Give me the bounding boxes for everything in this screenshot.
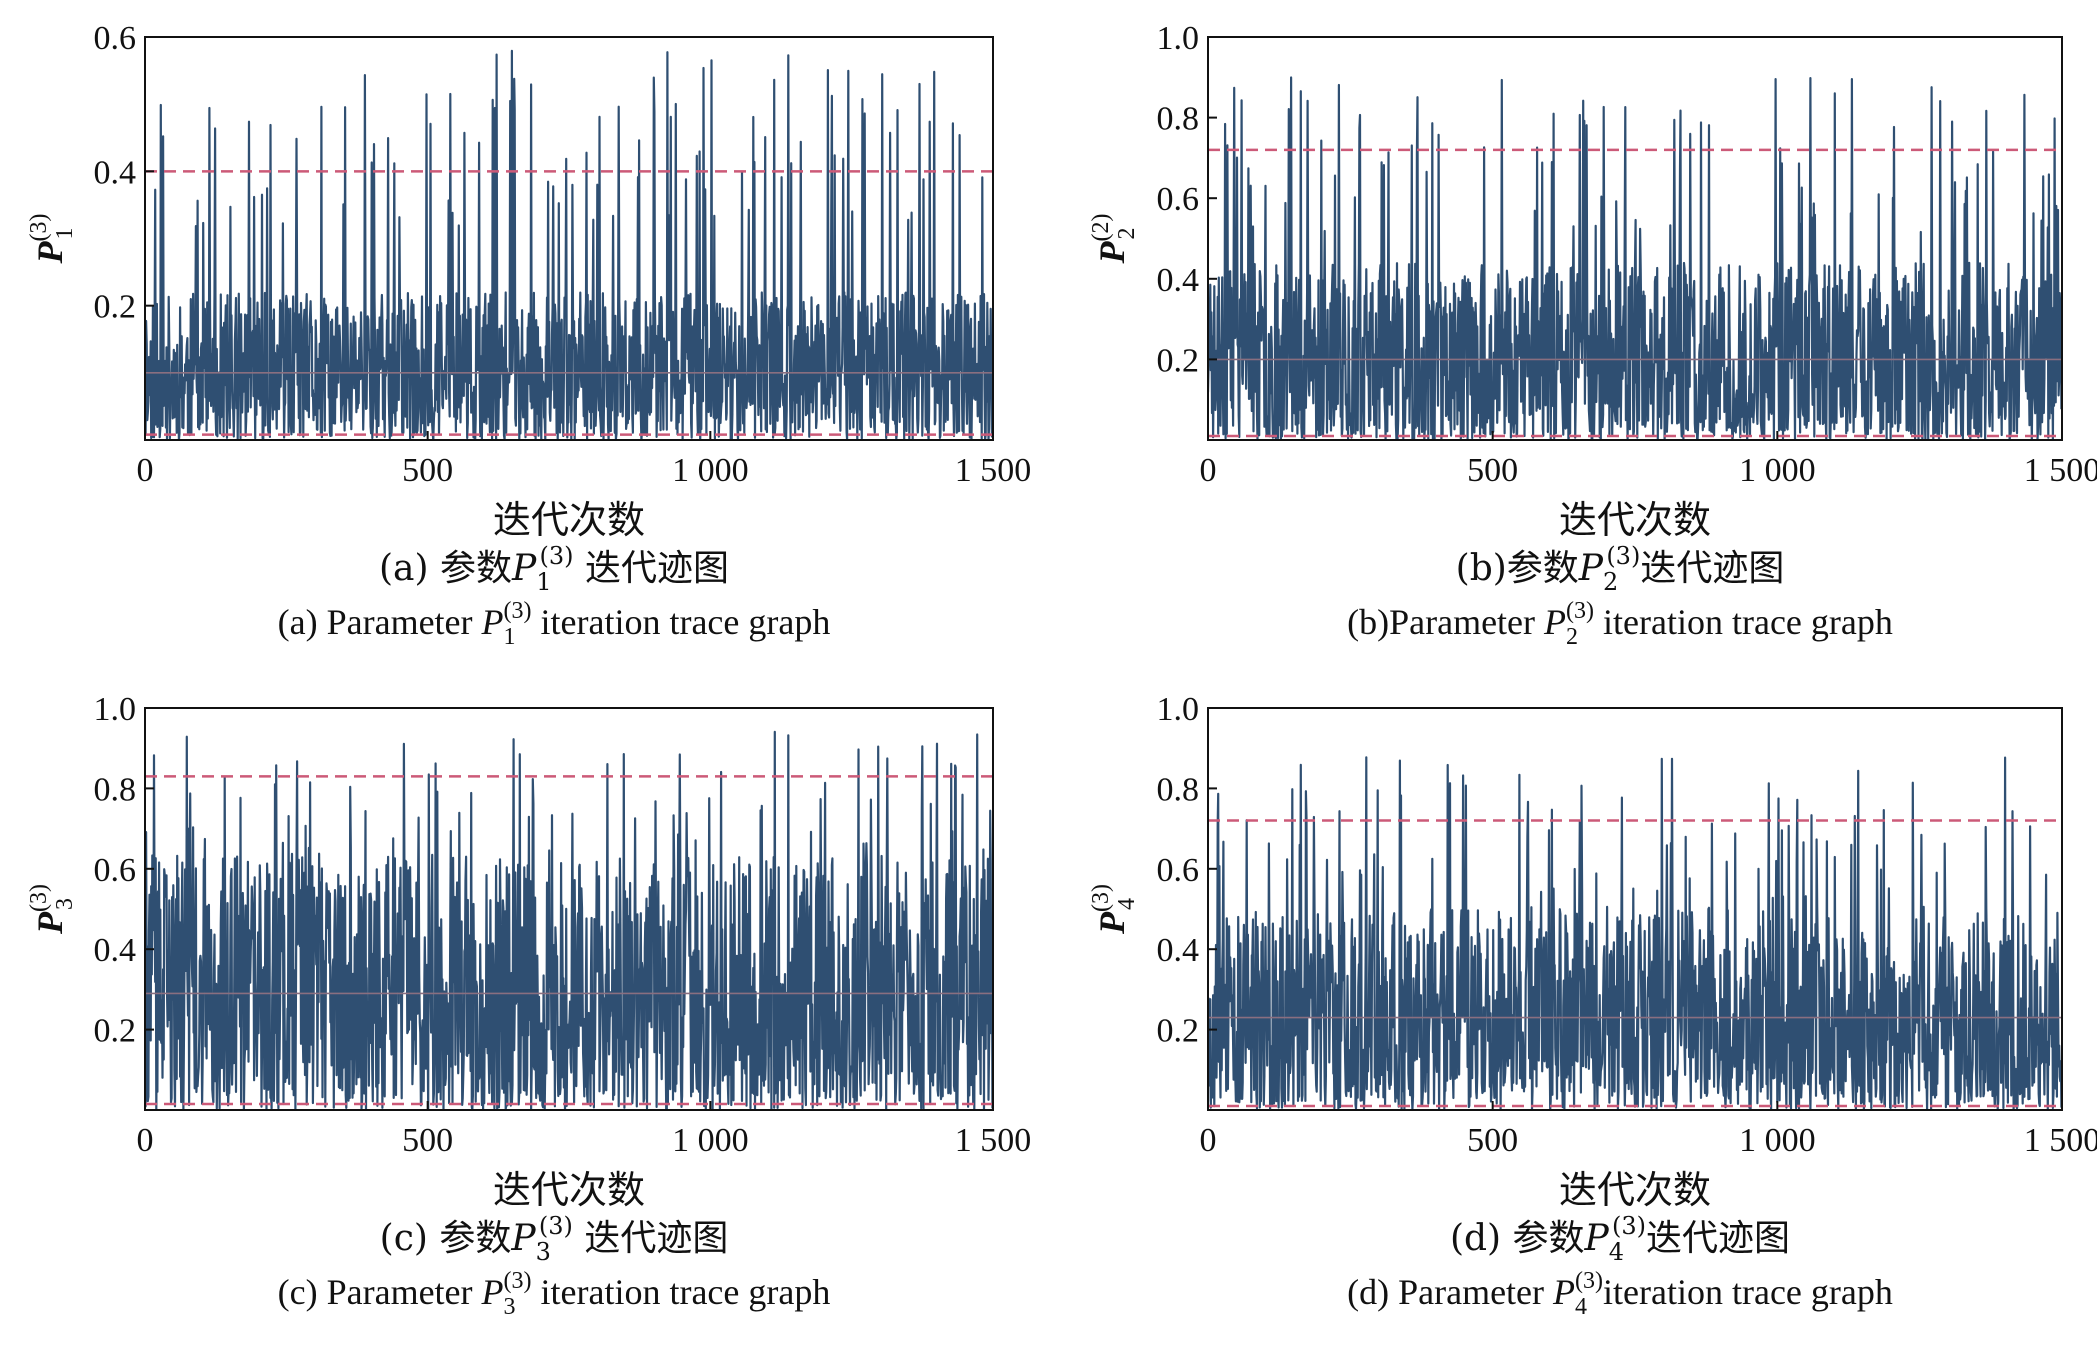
chart-panel-b: 0 500 1 000 1 500 0.2 0.4 0.6 0.8 1.0 迭代次数 P2(2) (b… <box>1088 20 2097 650</box>
y-axis-label-a: P1(3) <box>26 214 78 265</box>
x-tick-label-c-2: 1 000 <box>672 1122 749 1159</box>
caption-zh-b: (b)参数P2(3)迭代迹图 <box>1456 542 1785 596</box>
y-tick-label-a-1: 0.4 <box>94 154 137 191</box>
y-axis-label-d: P4(3) <box>1088 884 1140 935</box>
x-tick-label-d-0: 0 <box>1200 1122 1217 1159</box>
x-tick-label-d-2: 1 000 <box>1739 1122 1816 1159</box>
y-tick-label-d-2: 0.6 <box>1157 852 1200 889</box>
x-tick-label-c-3: 1 500 <box>955 1122 1032 1159</box>
y-tick-label-b-2: 0.6 <box>1157 181 1200 218</box>
y-tick-label-d-3: 0.8 <box>1157 771 1200 808</box>
x-tick-label-b-3: 1 500 <box>2024 452 2097 489</box>
y-tick-label-c-4: 1.0 <box>94 691 137 728</box>
trace-line-b <box>1208 76 2062 440</box>
chart-panel-a: 0 500 1 000 1 500 0.2 0.4 0.6 迭代次数 P1(3) (a) 参数P1… <box>26 20 1031 650</box>
x-tick-label-a-3: 1 500 <box>955 452 1032 489</box>
x-tick-label-b-1: 500 <box>1467 452 1518 489</box>
y-tick-label-b-0: 0.2 <box>1157 342 1200 379</box>
caption-zh-d: (d) 参数P4(3)迭代迹图 <box>1450 1212 1790 1266</box>
y-tick-label-c-2: 0.6 <box>94 852 137 889</box>
trace-line-d <box>1208 756 2062 1110</box>
x-tick-label-d-3: 1 500 <box>2024 1122 2097 1159</box>
y-tick-label-a-0: 0.2 <box>94 289 137 326</box>
x-tick-label-a-0: 0 <box>137 452 154 489</box>
chart-panel-d: 0 500 1 000 1 500 0.2 0.4 0.6 0.8 1.0 迭代次数 P4(3) (d… <box>1088 691 2097 1320</box>
x-tick-label-b-0: 0 <box>1200 452 1217 489</box>
x-tick-label-a-2: 1 000 <box>672 452 749 489</box>
caption-zh-c: (c) 参数P3(3) 迭代迹图 <box>380 1212 729 1266</box>
x-tick-label-b-2: 1 000 <box>1739 452 1816 489</box>
y-tick-label-c-3: 0.8 <box>94 771 137 808</box>
x-axis-label-a: 迭代次数 <box>493 498 645 542</box>
y-axis-label-b: P2(2) <box>1088 214 1140 265</box>
y-tick-label-b-4: 1.0 <box>1157 20 1200 57</box>
y-axis-label-c: P3(3) <box>26 884 78 935</box>
caption-en-a: (a) Parameter P1(3) iteration trace grap… <box>278 598 831 650</box>
caption-en-c: (c) Parameter P3(3) iteration trace grap… <box>278 1268 831 1320</box>
plot-frame-b <box>1207 36 2063 441</box>
plot-frame-d <box>1207 707 2063 1111</box>
trace-line-c <box>145 730 993 1110</box>
x-axis-label-b: 迭代次数 <box>1559 498 1711 542</box>
trace-line-a <box>145 49 993 440</box>
y-tick-label-d-0: 0.2 <box>1157 1013 1200 1050</box>
x-axis-label-d: 迭代次数 <box>1559 1168 1711 1212</box>
plot-frame-a <box>144 36 994 441</box>
caption-en-b: (b)Parameter P2(3) iteration trace graph <box>1347 598 1893 650</box>
y-tick-label-b-1: 0.4 <box>1157 262 1200 299</box>
x-tick-label-d-1: 500 <box>1467 1122 1518 1159</box>
x-tick-label-c-0: 0 <box>137 1122 154 1159</box>
y-tick-label-b-3: 0.8 <box>1157 101 1200 138</box>
x-tick-label-a-1: 500 <box>402 452 453 489</box>
chart-panel-c: 0 500 1 000 1 500 0.2 0.4 0.6 0.8 1.0 迭代次数 P3(3) (c… <box>26 691 1031 1320</box>
plot-frame-c <box>144 707 994 1111</box>
y-tick-label-d-4: 1.0 <box>1157 691 1200 728</box>
y-tick-label-c-0: 0.2 <box>94 1013 137 1050</box>
y-tick-label-a-2: 0.6 <box>94 20 137 57</box>
x-tick-label-c-1: 500 <box>402 1122 453 1159</box>
caption-zh-a: (a) 参数P1(3) 迭代迹图 <box>379 542 729 596</box>
y-tick-label-d-1: 0.4 <box>1157 932 1200 969</box>
x-axis-label-c: 迭代次数 <box>493 1168 645 1212</box>
y-tick-label-c-1: 0.4 <box>94 932 137 969</box>
caption-en-d: (d) Parameter P4(3)iteration trace graph <box>1347 1268 1893 1320</box>
